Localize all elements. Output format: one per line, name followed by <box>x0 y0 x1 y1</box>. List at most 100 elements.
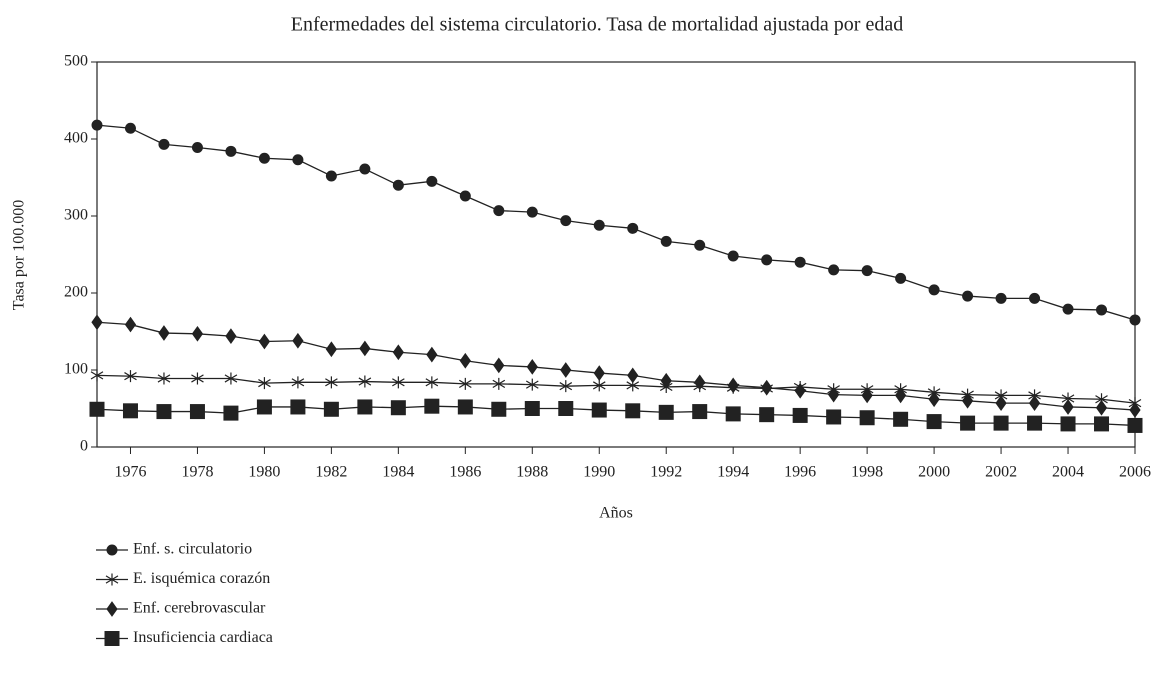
marker <box>323 401 339 417</box>
marker <box>894 387 907 404</box>
marker <box>694 239 706 251</box>
marker <box>89 401 105 417</box>
marker <box>91 119 103 131</box>
marker <box>1062 399 1074 415</box>
marker <box>359 163 371 175</box>
marker <box>158 138 170 150</box>
x-tick-label: 1978 <box>181 464 213 481</box>
x-tick-label: 1986 <box>449 464 481 481</box>
marker <box>191 141 203 153</box>
y-tick-label: 200 <box>64 284 88 301</box>
legend-label: Insuficiencia cardiaca <box>133 629 273 646</box>
marker <box>627 222 639 234</box>
marker <box>424 398 440 414</box>
marker <box>122 403 138 419</box>
marker <box>325 170 337 182</box>
marker <box>291 376 305 389</box>
legend-label: Enf. cerebrovascular <box>133 600 266 617</box>
marker <box>91 314 103 331</box>
marker <box>492 377 506 390</box>
marker <box>995 395 1007 411</box>
marker <box>995 292 1007 304</box>
marker <box>727 377 739 394</box>
marker <box>558 401 574 416</box>
y-axis-label: Tasa por 100.000 <box>11 200 28 310</box>
marker <box>761 379 773 396</box>
marker <box>223 405 239 421</box>
marker <box>1027 415 1043 431</box>
marker <box>359 340 371 357</box>
x-axis-label: Años <box>599 505 633 522</box>
marker <box>926 414 942 430</box>
marker <box>106 601 118 617</box>
marker <box>861 387 873 404</box>
marker <box>524 401 540 416</box>
x-tick-label: 1976 <box>114 464 146 481</box>
marker <box>593 365 605 381</box>
marker <box>725 406 741 422</box>
y-tick-label: 400 <box>64 130 88 147</box>
marker <box>392 179 404 191</box>
marker <box>392 376 405 389</box>
marker <box>861 265 873 277</box>
series-line <box>96 374 1136 404</box>
y-tick-label: 0 <box>80 438 88 455</box>
marker <box>158 325 170 341</box>
marker <box>256 399 272 415</box>
marker <box>1028 395 1041 411</box>
x-tick-label: 1998 <box>851 464 883 481</box>
marker <box>692 404 708 420</box>
marker <box>457 399 473 415</box>
marker <box>560 215 572 227</box>
marker <box>258 152 270 164</box>
marker <box>90 369 104 382</box>
marker <box>358 375 372 388</box>
marker <box>1060 416 1076 432</box>
marker <box>105 573 119 586</box>
marker <box>761 254 773 266</box>
marker <box>828 386 840 403</box>
marker <box>191 372 204 385</box>
x-tick-label: 1992 <box>650 464 682 481</box>
x-tick-label: 2004 <box>1052 464 1084 481</box>
x-tick-label: 2002 <box>985 464 1017 481</box>
marker <box>727 250 739 262</box>
marker <box>357 399 373 415</box>
marker <box>459 377 472 390</box>
marker <box>826 409 842 425</box>
x-tick-label: 1980 <box>248 464 280 481</box>
marker <box>292 154 304 166</box>
marker <box>459 190 471 202</box>
plot-frame <box>96 61 1136 448</box>
legend-label: E. isquémica corazón <box>133 570 270 587</box>
marker <box>960 415 976 431</box>
marker <box>124 122 136 134</box>
marker <box>106 544 118 556</box>
marker <box>1127 417 1143 433</box>
marker <box>491 401 507 417</box>
marker <box>156 404 172 420</box>
marker <box>694 374 706 391</box>
marker <box>225 145 237 157</box>
marker <box>928 391 940 408</box>
marker <box>859 410 875 426</box>
marker <box>794 382 806 399</box>
marker <box>426 175 438 187</box>
marker <box>104 631 120 646</box>
y-tick-label: 300 <box>64 207 88 224</box>
x-tick-label: 1984 <box>382 464 414 481</box>
marker <box>325 341 338 358</box>
marker <box>157 372 171 385</box>
x-tick-label: 2006 <box>1119 464 1151 481</box>
x-tick-label: 1982 <box>315 464 347 481</box>
marker <box>961 392 974 409</box>
marker <box>559 380 573 393</box>
y-tick-label: 100 <box>64 361 88 378</box>
series-line <box>96 405 1136 427</box>
marker <box>224 372 238 385</box>
marker <box>525 378 539 391</box>
x-tick-label: 1994 <box>717 464 749 481</box>
marker <box>893 411 909 427</box>
marker <box>1062 303 1074 315</box>
